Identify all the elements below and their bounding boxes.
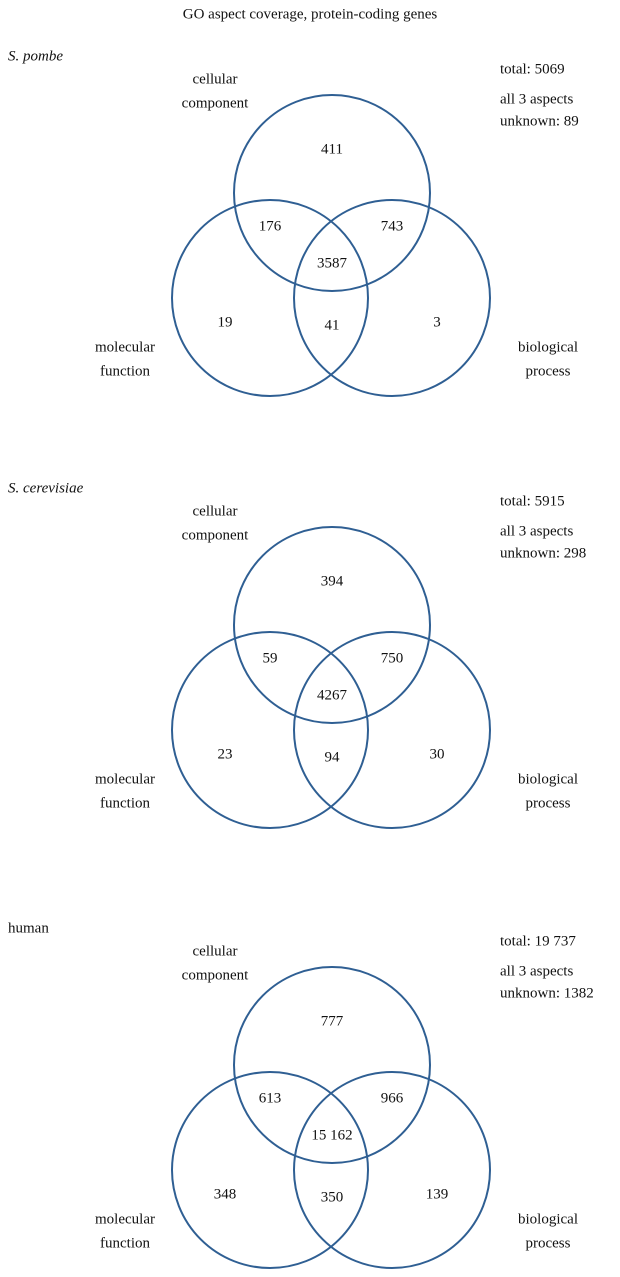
set-label: component (182, 967, 249, 983)
region-count: 743 (381, 218, 404, 234)
region-count: 348 (214, 1186, 237, 1202)
unknown-label: all 3 aspects (500, 91, 573, 107)
figure-title: GO aspect coverage, protein-coding genes (183, 6, 438, 22)
total-label: total: 5915 (500, 493, 565, 509)
region-count: 394 (321, 573, 344, 589)
region-count: 94 (325, 749, 341, 765)
region-count: 19 (218, 314, 233, 330)
unknown-label: unknown: 298 (500, 545, 586, 561)
unknown-label: all 3 aspects (500, 523, 573, 539)
venn-circle (233, 966, 431, 1164)
set-label: biological (518, 1211, 578, 1227)
region-count: 4267 (317, 687, 348, 703)
venn-circle (171, 1071, 369, 1269)
set-label: cellular (193, 943, 238, 959)
region-count: 30 (430, 746, 445, 762)
region-count: 613 (259, 1090, 282, 1106)
set-label: function (100, 363, 150, 379)
set-label: process (526, 795, 571, 811)
set-label: function (100, 1235, 150, 1251)
set-label: process (526, 1235, 571, 1251)
organism-label: S. cerevisiae (8, 480, 84, 496)
venn-circle (233, 526, 431, 724)
total-label: total: 19 737 (500, 933, 576, 949)
unknown-label: all 3 aspects (500, 963, 573, 979)
set-label: cellular (193, 71, 238, 87)
set-label: biological (518, 771, 578, 787)
set-label: process (526, 363, 571, 379)
unknown-label: unknown: 89 (500, 113, 579, 129)
set-label: component (182, 95, 249, 111)
set-label: molecular (95, 339, 155, 355)
region-count: 350 (321, 1189, 344, 1205)
set-label: function (100, 795, 150, 811)
venn-circle (233, 94, 431, 292)
region-count: 23 (218, 746, 233, 762)
organism-label: S. pombe (8, 48, 63, 64)
total-label: total: 5069 (500, 61, 565, 77)
region-count: 3 (433, 314, 441, 330)
set-label: component (182, 527, 249, 543)
set-label: molecular (95, 771, 155, 787)
set-label: molecular (95, 1211, 155, 1227)
region-count: 750 (381, 650, 404, 666)
venn-circle (171, 199, 369, 397)
unknown-label: unknown: 1382 (500, 985, 594, 1001)
region-count: 15 162 (311, 1127, 352, 1143)
region-count: 777 (321, 1013, 344, 1029)
region-count: 176 (259, 218, 282, 234)
region-count: 966 (381, 1090, 404, 1106)
set-label: biological (518, 339, 578, 355)
region-count: 41 (325, 317, 340, 333)
set-label: cellular (193, 503, 238, 519)
region-count: 139 (426, 1186, 449, 1202)
organism-label: human (8, 920, 49, 936)
venn-circle (293, 631, 491, 829)
venn-circle (293, 1071, 491, 1269)
venn-circle (171, 631, 369, 829)
region-count: 3587 (317, 255, 348, 271)
region-count: 411 (321, 141, 343, 157)
region-count: 59 (263, 650, 278, 666)
venn-circle (293, 199, 491, 397)
